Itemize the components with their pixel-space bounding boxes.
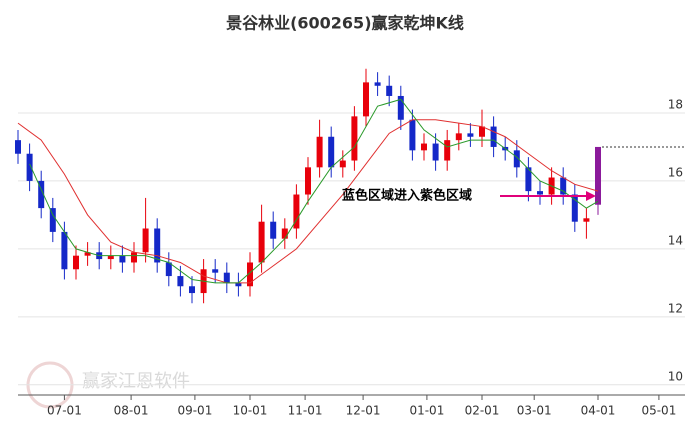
candle-body (247, 262, 253, 287)
candle-body (525, 167, 532, 192)
x-tick-label: 07-01 (47, 404, 82, 418)
candle-body (479, 126, 485, 137)
candle-body (513, 150, 520, 168)
moving-average (17, 119, 599, 284)
candle-body (235, 282, 242, 287)
candle-body (397, 95, 404, 120)
x-tick-label: 08-01 (114, 404, 149, 418)
candle-body (409, 119, 416, 151)
candle-body (467, 133, 474, 137)
candle-body (154, 228, 161, 263)
y-tick-label: 18 (668, 97, 683, 111)
x-tick-label: 11-01 (288, 404, 323, 418)
candle-body (223, 272, 230, 283)
candle-body (73, 255, 79, 270)
candle-body (177, 276, 184, 287)
candle-body (38, 180, 45, 209)
candle-body (444, 140, 451, 161)
candle-body (26, 153, 33, 181)
x-tick-label: 01-01 (409, 404, 444, 418)
candle-body (339, 160, 346, 168)
x-tick-label: 02-01 (465, 404, 500, 418)
candle-body (142, 228, 149, 253)
x-tick-label: 03-01 (517, 404, 552, 418)
chart-title: 景谷林业(600265)赢家乾坤K线 (226, 14, 464, 33)
candle-body (351, 116, 358, 161)
candle-body (305, 167, 311, 195)
candle-body (328, 136, 335, 168)
candle-body (583, 218, 590, 222)
candle-body (84, 252, 91, 256)
candle-body (61, 231, 68, 270)
candle-body (49, 208, 56, 232)
candle-body (571, 194, 578, 222)
y-tick-label: 12 (668, 301, 683, 315)
candle-body (432, 143, 439, 161)
y-tick-label: 10 (668, 369, 683, 383)
candle-body (107, 255, 114, 260)
candle-body (455, 133, 462, 141)
candle-body (293, 194, 300, 229)
annotation: 蓝色区域进入紫色区域 (342, 188, 472, 204)
moving-average (29, 98, 599, 284)
candle-body (490, 126, 497, 147)
candle-body (537, 191, 543, 195)
candle-body (131, 252, 137, 263)
candle-body (258, 221, 265, 263)
x-tick-label: 04-01 (581, 404, 616, 418)
candle-body (316, 136, 323, 168)
annotation-arrowhead (586, 191, 596, 201)
x-tick-label: 05-01 (641, 404, 676, 418)
watermark: 赢家江恩软件 (82, 370, 190, 392)
candle-body (374, 82, 381, 86)
candle-body (165, 262, 172, 277)
candle-body (386, 85, 393, 96)
x-tick-label: 12-01 (346, 404, 381, 418)
candle-body (15, 140, 21, 154)
x-tick-label: 09-01 (177, 404, 212, 418)
candle-body (212, 269, 219, 273)
x-tick-label: 10-01 (233, 404, 268, 418)
candle-body (560, 177, 567, 195)
candle-body (595, 146, 601, 205)
candle-body (421, 143, 427, 151)
candle-body (270, 221, 277, 239)
candle-body (281, 228, 288, 239)
y-tick-label: 16 (668, 165, 683, 179)
candle-body (119, 255, 126, 263)
y-tick-label: 14 (668, 233, 683, 247)
candle-body (363, 82, 369, 117)
candle-body (189, 286, 195, 294)
